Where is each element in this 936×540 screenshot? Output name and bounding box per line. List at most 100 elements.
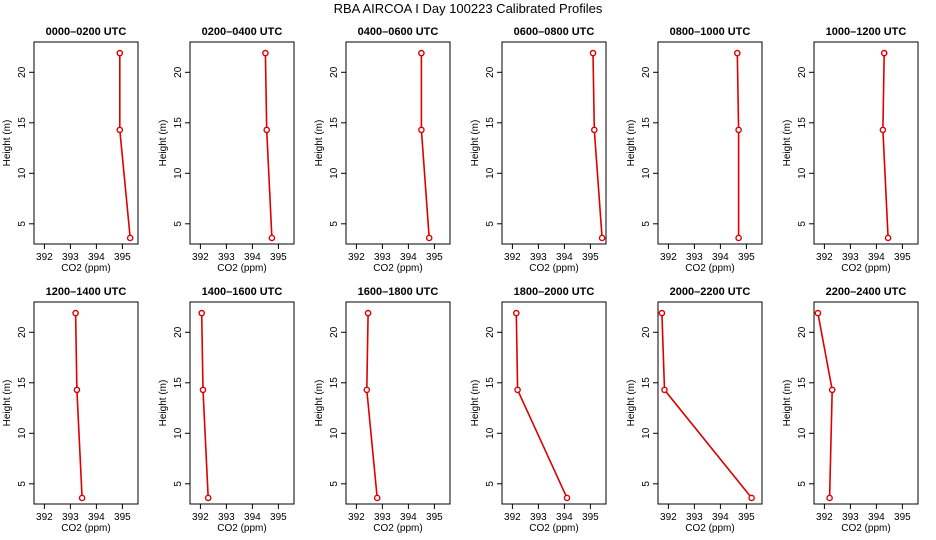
series-line <box>736 53 740 238</box>
y-axis-label: Height (m) <box>2 380 13 427</box>
y-tick-label: 15 <box>641 377 652 389</box>
x-tick-label: 394 <box>88 512 105 523</box>
x-tick-label: 392 <box>660 252 677 263</box>
data-point <box>734 49 741 57</box>
x-axis-label: CO2 (ppm) <box>529 523 578 534</box>
data-point <box>116 49 124 57</box>
x-tick-label: 394 <box>400 252 417 263</box>
x-tick-label: 395 <box>114 512 131 523</box>
plot-frame <box>813 301 919 505</box>
data-point <box>658 309 666 317</box>
y-tick-label: 10 <box>485 427 496 439</box>
x-tick-label: 393 <box>62 512 79 523</box>
x-tick-label: 394 <box>556 512 573 523</box>
x-tick-label: 395 <box>582 252 599 263</box>
series-line <box>817 312 834 498</box>
series-line <box>515 313 568 499</box>
y-tick-label: 20 <box>329 66 340 78</box>
series-line <box>264 53 273 238</box>
x-tick-label: 392 <box>816 512 833 523</box>
chart-panel-10: 1800–2000 UTC 392 393 394 395 5 10 15 20 CO2 (ppm… <box>470 286 607 534</box>
x-tick-label: 395 <box>738 252 755 263</box>
y-tick-label: 5 <box>641 481 652 487</box>
y-tick-label: 10 <box>329 167 340 179</box>
y-tick-label: 15 <box>17 377 28 389</box>
y-tick-label: 15 <box>329 377 340 389</box>
series-line <box>592 53 603 238</box>
x-tick-label: 392 <box>36 512 53 523</box>
y-tick-label: 20 <box>797 326 808 338</box>
data-point <box>598 234 606 242</box>
x-tick-label: 393 <box>842 252 859 263</box>
chart-panel-5: 0800–1000 UTC 392 393 394 395 5 10 15 20 CO2 (ppm… <box>626 26 763 274</box>
x-tick-label: 395 <box>426 252 443 263</box>
x-axis-label: CO2 (ppm) <box>217 263 266 274</box>
x-tick-label: 392 <box>504 512 521 523</box>
plot-frame <box>657 301 763 505</box>
x-tick-label: 394 <box>868 512 885 523</box>
y-tick-label: 20 <box>641 326 652 338</box>
y-axis-label: Height (m) <box>470 120 481 167</box>
y-axis-label: Height (m) <box>782 380 793 427</box>
y-tick-label: 10 <box>17 427 28 439</box>
page-title: RBA AIRCOA I Day 100223 Calibrated Profi… <box>333 1 603 16</box>
y-tick-label: 15 <box>485 117 496 129</box>
y-tick-label: 5 <box>329 221 340 227</box>
x-tick-label: 393 <box>374 512 391 523</box>
panel-title: 0400–0600 UTC <box>358 26 439 38</box>
y-tick-label: 10 <box>797 167 808 179</box>
panel-title: 2000–2200 UTC <box>670 286 751 298</box>
data-point <box>72 309 79 317</box>
data-point <box>73 386 81 394</box>
y-tick-label: 10 <box>173 427 184 439</box>
y-tick-label: 5 <box>173 481 184 487</box>
y-tick-label: 5 <box>173 221 184 227</box>
y-tick-label: 10 <box>641 167 652 179</box>
plot-frame <box>501 301 607 505</box>
panel-title: 1400–1600 UTC <box>202 286 283 298</box>
x-tick-label: 393 <box>530 512 547 523</box>
plot-frame <box>33 301 139 505</box>
panel-title: 1600–1800 UTC <box>358 286 439 298</box>
y-tick-label: 5 <box>641 221 652 227</box>
x-tick-label: 395 <box>426 512 443 523</box>
x-tick-label: 392 <box>192 252 209 263</box>
y-tick-label: 10 <box>17 167 28 179</box>
panel-title: 1200–1400 UTC <box>46 286 127 298</box>
y-axis-label: Height (m) <box>158 120 169 167</box>
y-tick-label: 10 <box>173 167 184 179</box>
x-axis-label: CO2 (ppm) <box>529 263 578 274</box>
data-point <box>879 126 887 134</box>
data-point <box>591 126 598 134</box>
data-point <box>78 494 86 502</box>
y-axis-label: Height (m) <box>314 120 325 167</box>
panel-title: 0600–0800 UTC <box>514 26 595 38</box>
x-tick-label: 393 <box>218 252 235 263</box>
y-tick-label: 20 <box>485 66 496 78</box>
chart-panel-11: 2000–2200 UTC 392 393 394 395 5 10 15 20 CO2 (ppm… <box>626 286 763 534</box>
x-tick-label: 394 <box>868 252 885 263</box>
plot-frame <box>657 41 763 245</box>
x-tick-label: 394 <box>244 252 261 263</box>
y-tick-label: 5 <box>485 481 496 487</box>
x-tick-label: 394 <box>400 512 417 523</box>
x-tick-label: 394 <box>712 512 729 523</box>
plot-frame <box>813 41 919 245</box>
data-point <box>263 126 271 134</box>
x-tick-label: 393 <box>218 512 235 523</box>
chart-panel-6: 1000–1200 UTC 392 393 394 395 5 10 15 20 CO2 (ppm… <box>782 26 919 274</box>
plot-frame <box>501 41 607 245</box>
data-point <box>661 386 668 394</box>
y-axis-label: Height (m) <box>314 380 325 427</box>
panel-title: 1000–1200 UTC <box>826 26 907 38</box>
x-axis-label: CO2 (ppm) <box>685 523 734 534</box>
x-tick-label: 395 <box>582 512 599 523</box>
data-point <box>828 386 836 394</box>
y-tick-label: 10 <box>329 427 340 439</box>
x-tick-label: 392 <box>348 252 365 263</box>
x-tick-label: 393 <box>374 252 391 263</box>
x-tick-label: 394 <box>556 252 573 263</box>
x-tick-label: 393 <box>842 512 859 523</box>
series-line <box>74 313 83 498</box>
y-tick-label: 5 <box>797 481 808 487</box>
